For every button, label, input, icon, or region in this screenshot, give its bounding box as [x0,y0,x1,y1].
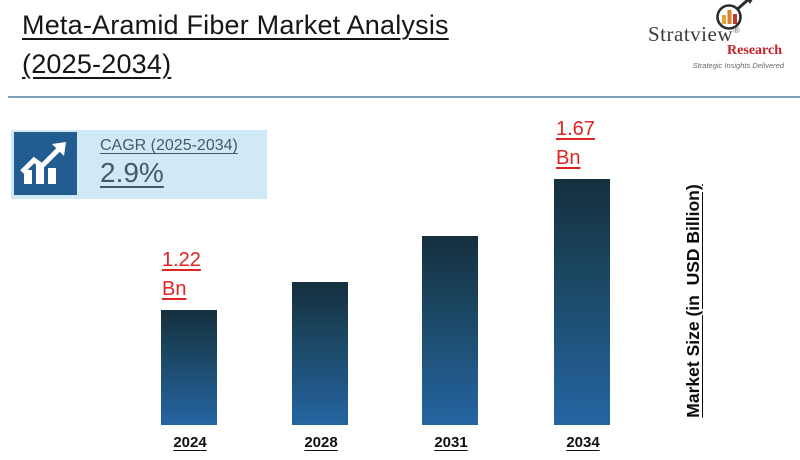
bar-2034 [554,179,610,425]
logo-brand-word: Stratview [648,22,733,46]
category-label-2024: 2024 [173,434,207,451]
logo-brand-suffix: Research [727,43,782,58]
page-title-line2: (2025-2034) [22,49,172,79]
cagr-label: CAGR (2025-2034) [100,137,238,154]
page-title-line1: Meta-Aramid Fiber Market Analysis [22,10,449,40]
category-label-2031: 2031 [434,434,468,451]
cagr-card: CAGR (2025-2034) 2.9% [11,130,267,199]
growth-bars-arrow-icon [14,132,77,195]
stratview-research-logo: Stratview® Research Strategic Insights D… [648,0,788,78]
header-divider-line [8,96,800,98]
logo-brand-text: Stratview® [648,22,776,47]
page-title: Meta-Aramid Fiber Market Analysis (2025-… [22,6,522,84]
category-label-2034: 2034 [566,434,600,451]
value-label-2024: 1.22 Bn [162,249,201,300]
magnifier-chart-arrow-icon [716,0,753,30]
category-label-2028: 2028 [304,434,338,451]
bar-2031 [422,236,478,425]
cagr-value: 2.9% [100,157,164,188]
registered-trademark-symbol: ® [732,25,741,35]
bar-2028 [292,282,348,425]
value-label-2034: 1.67 Bn [556,118,595,169]
logo-tagline: Strategic Insights Delivered [692,61,784,70]
bar-2024 [161,310,217,425]
y-axis-label: Market Size (in USD Billion) [683,184,703,418]
